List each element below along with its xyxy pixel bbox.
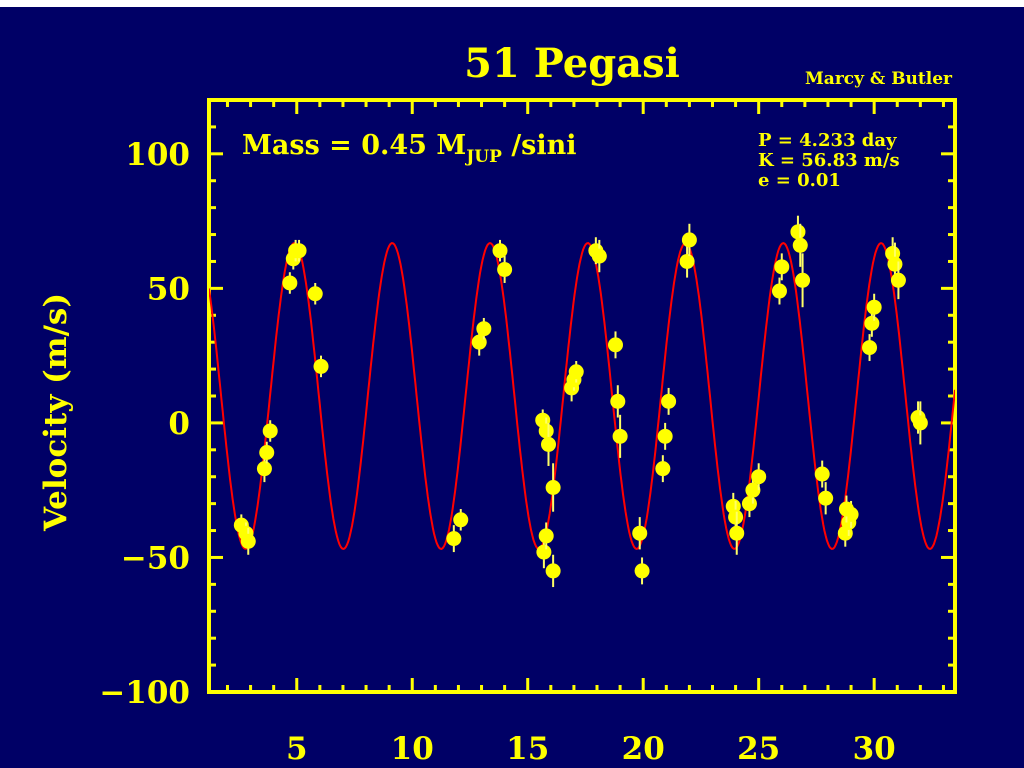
- axis-ticks: [209, 100, 955, 694]
- data-point: [655, 461, 671, 477]
- data-point: [774, 259, 790, 275]
- data-point: [541, 436, 557, 452]
- data-point: [795, 272, 811, 288]
- data-point: [259, 445, 275, 461]
- data-point: [492, 243, 508, 259]
- data-point: [862, 340, 878, 356]
- x-tick-label: 15: [506, 731, 549, 767]
- data-point: [591, 248, 607, 264]
- data-point: [790, 224, 806, 240]
- data-point: [634, 563, 650, 579]
- data-point: [679, 253, 695, 269]
- data-point: [607, 337, 623, 353]
- param-period: P = 4.233 day: [758, 130, 897, 151]
- chart-background: 51 Pegasi Marcy & Butler Velocity (m/s) …: [0, 7, 1024, 768]
- data-point: [751, 469, 767, 485]
- data-point: [681, 232, 697, 248]
- param-eccentricity: e = 0.01: [758, 170, 841, 191]
- data-point: [632, 525, 648, 541]
- orbit-fit-curve: [209, 242, 955, 550]
- y-tick-label: −100: [99, 675, 190, 711]
- data-point: [661, 393, 677, 409]
- data-point: [497, 262, 513, 278]
- data-point: [610, 393, 626, 409]
- data-point: [453, 512, 469, 528]
- data-point: [262, 423, 278, 439]
- data-point: [887, 256, 903, 272]
- data-point: [741, 496, 757, 512]
- orbit-params: P = 4.233 day K = 56.83 m/s e = 0.01: [758, 130, 900, 191]
- data-point: [536, 544, 552, 560]
- data-point: [240, 533, 256, 549]
- data-points: [233, 215, 928, 588]
- x-tick-label: 5: [286, 731, 308, 767]
- data-point: [612, 428, 628, 444]
- data-point: [446, 531, 462, 547]
- x-tick-label: 30: [853, 731, 896, 767]
- data-point: [538, 528, 554, 544]
- data-point: [728, 509, 744, 525]
- x-tick-label: 25: [737, 731, 780, 767]
- y-axis-label: Velocity (m/s): [38, 293, 74, 532]
- data-point: [657, 428, 673, 444]
- chart-svg: 51 Pegasi Marcy & Butler Velocity (m/s) …: [38, 40, 957, 767]
- param-amplitude: K = 56.83 m/s: [758, 150, 900, 171]
- data-point: [729, 525, 745, 541]
- y-tick-label: −50: [121, 540, 190, 576]
- axis-tick-labels: 5 10 15 20 25 30 100 50 0 −50 −100: [99, 137, 895, 767]
- data-point: [545, 479, 561, 495]
- data-point: [745, 482, 761, 498]
- y-tick-label: 50: [147, 271, 190, 307]
- data-point: [545, 563, 561, 579]
- data-point: [307, 286, 323, 302]
- data-point: [538, 423, 554, 439]
- chart-credit: Marcy & Butler: [805, 69, 953, 89]
- y-tick-label: 100: [125, 137, 190, 173]
- y-tick-label: 0: [168, 406, 190, 442]
- mass-annotation: Mass = 0.45 MJUP /sini: [242, 130, 577, 167]
- data-point: [792, 237, 808, 253]
- x-tick-label: 10: [391, 731, 434, 767]
- data-point: [890, 272, 906, 288]
- plot-frame: [207, 98, 957, 694]
- data-point: [771, 283, 787, 299]
- data-point: [291, 243, 307, 259]
- data-point: [282, 275, 298, 291]
- data-point: [568, 364, 584, 380]
- data-point: [838, 501, 854, 517]
- data-point: [476, 321, 492, 337]
- data-point: [313, 358, 329, 374]
- data-point: [912, 415, 928, 431]
- data-point: [866, 299, 882, 315]
- x-tick-label: 20: [622, 731, 665, 767]
- chart-title: 51 Pegasi: [464, 40, 680, 87]
- data-point: [256, 461, 272, 477]
- data-point: [864, 315, 880, 331]
- data-point: [814, 466, 830, 482]
- data-point: [818, 490, 834, 506]
